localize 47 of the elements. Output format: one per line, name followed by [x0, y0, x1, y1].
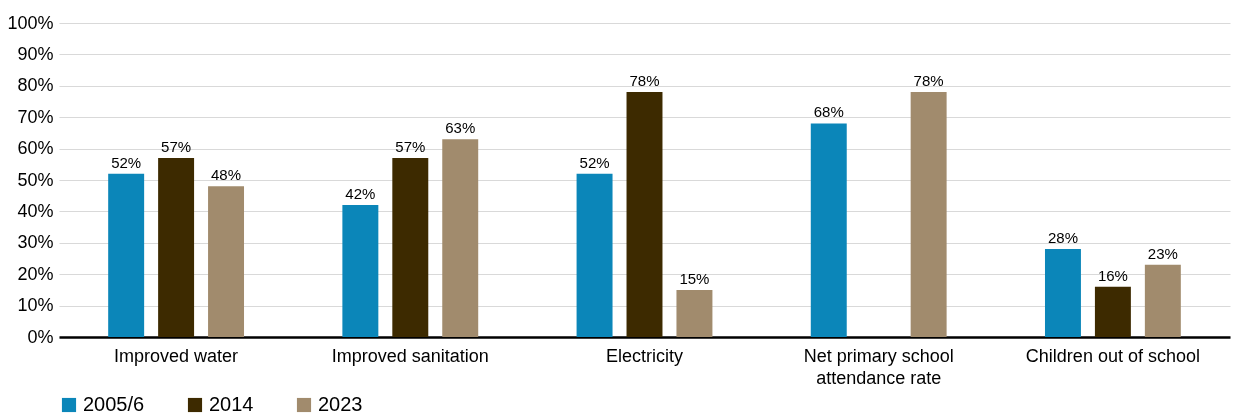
bar: [626, 92, 663, 337]
y-tick-label: 0%: [27, 326, 54, 347]
y-tick-label: 40%: [17, 200, 54, 221]
y-tick-label: 20%: [17, 263, 54, 284]
data-label: 23%: [1147, 244, 1178, 262]
bar: [158, 158, 195, 337]
y-tick-label: 10%: [17, 295, 54, 316]
y-tick-label: 100%: [7, 12, 54, 33]
bar: [442, 139, 479, 337]
data-label: 78%: [913, 72, 944, 90]
legend-label: 2023: [318, 393, 363, 415]
data-label: 28%: [1047, 229, 1078, 247]
x-tick-label: Improved sanitation: [331, 345, 489, 366]
data-label: 57%: [395, 138, 426, 156]
y-tick-label: 60%: [17, 138, 54, 159]
data-label: 48%: [211, 166, 242, 184]
x-tick-label: Children out of school: [1025, 345, 1200, 366]
x-tick-label: Improved water: [114, 345, 239, 366]
y-tick-label: 90%: [17, 43, 54, 64]
y-tick-label: 80%: [17, 75, 54, 96]
bar: [1044, 249, 1081, 337]
y-tick-label: 70%: [17, 106, 54, 127]
bar: [342, 205, 379, 337]
bar: [108, 173, 145, 337]
data-label: 52%: [579, 153, 610, 171]
data-label: 78%: [629, 72, 660, 90]
data-label: 52%: [111, 153, 142, 171]
data-label: 15%: [679, 269, 710, 287]
bar: [208, 186, 245, 337]
data-label: 57%: [161, 138, 192, 156]
bar: [1094, 286, 1131, 337]
bar: [576, 173, 613, 337]
bar: [392, 158, 429, 337]
legend-label: 2014: [209, 393, 254, 415]
data-label: 42%: [345, 185, 376, 203]
data-label: 68%: [813, 103, 844, 121]
bar: [910, 92, 947, 337]
x-tick-label: Electricity: [605, 345, 684, 366]
legend-label: 2005/6: [83, 393, 145, 415]
bar: [810, 123, 847, 337]
data-label: 16%: [1097, 266, 1128, 284]
bar: [676, 289, 713, 337]
y-tick-label: 30%: [17, 232, 54, 253]
bar: [1144, 264, 1181, 337]
x-tick-label: Net primary school attendance rate: [803, 345, 954, 388]
data-label: 63%: [445, 119, 476, 137]
y-tick-label: 50%: [17, 169, 54, 190]
